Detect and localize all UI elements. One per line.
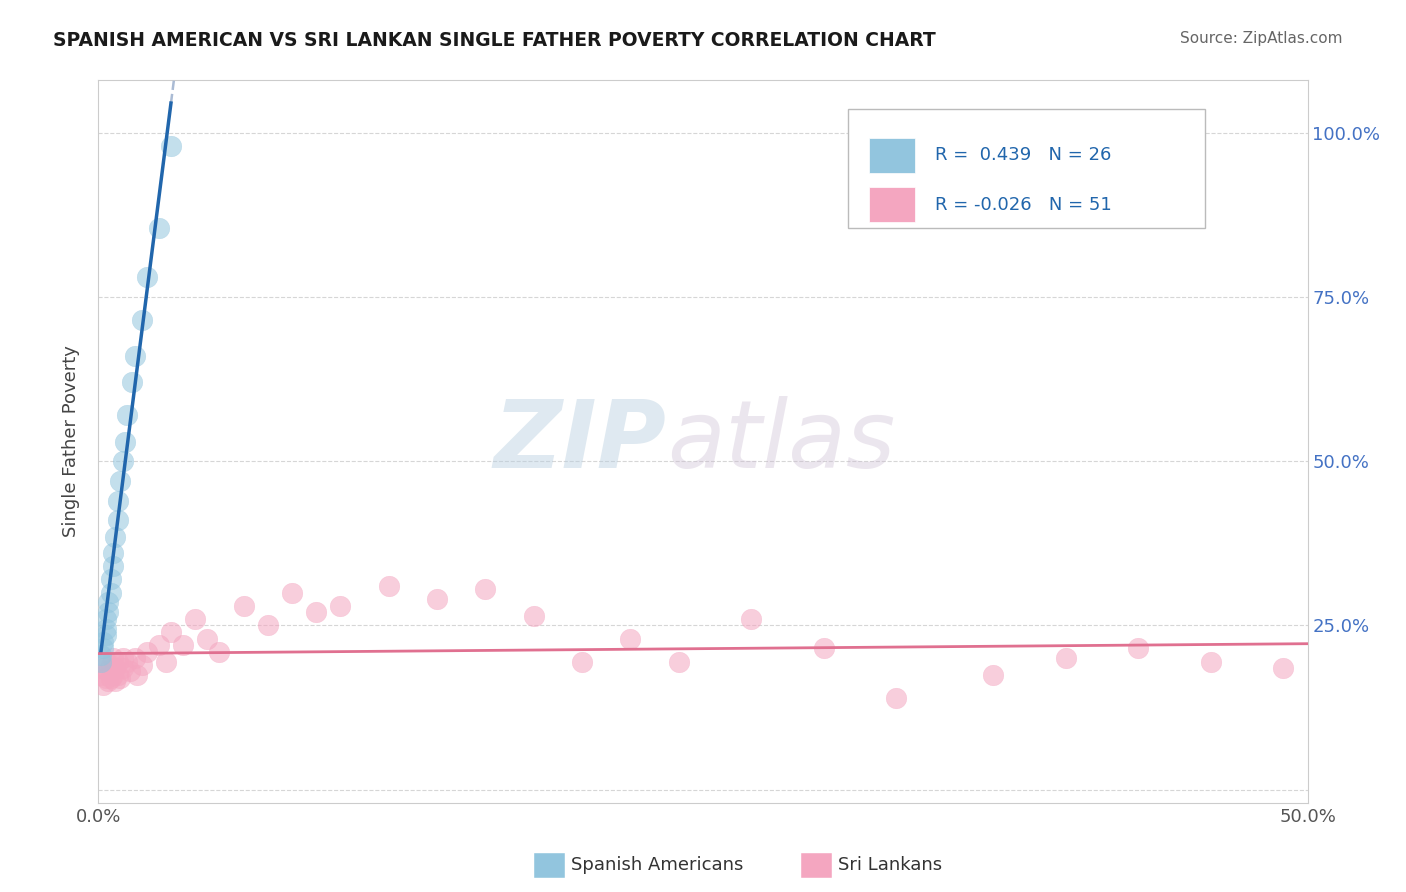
Point xyxy=(90,648,112,662)
Point xyxy=(108,474,131,488)
Bar xyxy=(869,187,915,222)
Point xyxy=(124,651,146,665)
FancyBboxPatch shape xyxy=(848,109,1205,228)
Point xyxy=(121,376,143,390)
Point xyxy=(91,677,114,691)
Point xyxy=(97,605,120,619)
Point xyxy=(111,454,134,468)
Point xyxy=(107,513,129,527)
Point xyxy=(160,139,183,153)
Point xyxy=(100,585,122,599)
Point xyxy=(111,651,134,665)
Text: ZIP: ZIP xyxy=(494,395,666,488)
Point xyxy=(114,434,136,449)
Text: atlas: atlas xyxy=(666,396,896,487)
Point xyxy=(523,608,546,623)
Point xyxy=(117,655,139,669)
Point xyxy=(155,655,177,669)
Point xyxy=(1272,661,1295,675)
Point xyxy=(118,665,141,679)
Point xyxy=(107,493,129,508)
Point xyxy=(135,645,157,659)
Point xyxy=(813,641,835,656)
Point xyxy=(232,599,254,613)
Point xyxy=(668,655,690,669)
Text: R = -0.026   N = 51: R = -0.026 N = 51 xyxy=(935,195,1112,213)
Point xyxy=(101,559,124,574)
Point xyxy=(329,599,352,613)
Point xyxy=(377,579,399,593)
Point xyxy=(90,667,112,681)
Point xyxy=(100,657,122,672)
Point xyxy=(97,665,120,679)
Text: Spanish Americans: Spanish Americans xyxy=(571,856,744,874)
Point xyxy=(1199,655,1222,669)
Text: Source: ZipAtlas.com: Source: ZipAtlas.com xyxy=(1180,31,1343,46)
Point xyxy=(1128,641,1150,656)
Point xyxy=(107,655,129,669)
Point xyxy=(94,628,117,642)
Point xyxy=(124,349,146,363)
Point xyxy=(94,671,117,685)
Point xyxy=(107,667,129,681)
Point xyxy=(91,661,114,675)
Point xyxy=(91,635,114,649)
Point xyxy=(981,667,1004,681)
Point xyxy=(195,632,218,646)
Point xyxy=(208,645,231,659)
Point xyxy=(97,674,120,689)
Point xyxy=(1054,651,1077,665)
Text: R =  0.439   N = 26: R = 0.439 N = 26 xyxy=(935,146,1112,164)
Point xyxy=(305,605,328,619)
Point xyxy=(172,638,194,652)
Point xyxy=(111,661,134,675)
Point xyxy=(160,625,183,640)
Point xyxy=(108,671,131,685)
Text: Sri Lankans: Sri Lankans xyxy=(838,856,942,874)
Point xyxy=(135,270,157,285)
Point xyxy=(256,618,278,632)
Point xyxy=(131,657,153,672)
Point xyxy=(104,674,127,689)
Point xyxy=(94,655,117,669)
Point xyxy=(281,585,304,599)
Point xyxy=(94,622,117,636)
Point xyxy=(117,409,139,423)
Point xyxy=(148,638,170,652)
Point xyxy=(571,655,593,669)
Point xyxy=(104,530,127,544)
Y-axis label: Single Father Poverty: Single Father Poverty xyxy=(62,345,80,538)
Point xyxy=(94,612,117,626)
Point xyxy=(104,661,127,675)
Point xyxy=(619,632,641,646)
Point xyxy=(127,667,149,681)
Point xyxy=(100,671,122,685)
Point xyxy=(101,667,124,681)
Point xyxy=(184,612,207,626)
Point xyxy=(131,313,153,327)
Text: SPANISH AMERICAN VS SRI LANKAN SINGLE FATHER POVERTY CORRELATION CHART: SPANISH AMERICAN VS SRI LANKAN SINGLE FA… xyxy=(53,31,936,50)
Point xyxy=(148,221,170,235)
Point xyxy=(101,546,124,560)
Point xyxy=(91,641,114,656)
Bar xyxy=(869,138,915,173)
Point xyxy=(97,595,120,609)
Point xyxy=(101,651,124,665)
Point xyxy=(474,582,496,597)
Point xyxy=(100,573,122,587)
Point xyxy=(740,612,762,626)
Point xyxy=(886,690,908,705)
Point xyxy=(90,655,112,669)
Point xyxy=(426,592,449,607)
